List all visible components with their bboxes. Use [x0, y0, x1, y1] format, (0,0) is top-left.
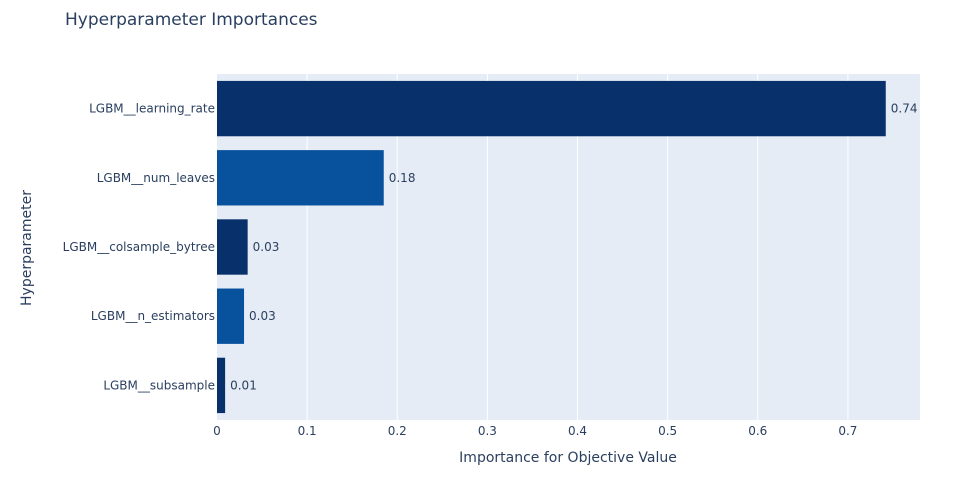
bar: [217, 357, 226, 414]
y-tick-label: LGBM__subsample: [103, 378, 215, 392]
bar-value-label: 0.74: [891, 102, 918, 116]
y-tick-label: LGBM__colsample_bytree: [63, 240, 215, 254]
x-tick-label: 0.5: [658, 424, 677, 438]
bar: [217, 150, 384, 206]
bar: [217, 80, 886, 137]
bar-value-label: 0.18: [389, 171, 416, 185]
bar-value-label: 0.03: [249, 309, 276, 323]
y-tick-label: LGBM__n_estimators: [91, 309, 215, 323]
y-axis-title: Hyperparameter: [19, 190, 35, 306]
x-tick-label: 0.3: [478, 424, 497, 438]
data-labels: 0.74 0.18 0.03 0.03 0.01: [230, 102, 917, 393]
chart-title: Hyperparameter Importances: [65, 10, 318, 30]
y-tick-label: LGBM__num_leaves: [97, 171, 215, 185]
y-tick-labels: LGBM__learning_rate LGBM__num_leaves LGBM_…: [63, 102, 215, 393]
bar-value-label: 0.03: [253, 240, 280, 254]
x-axis-title: Importance for Objective Value: [459, 450, 677, 466]
bars: [217, 80, 886, 414]
x-tick-label: 0: [213, 424, 221, 438]
bar-value-label: 0.01: [230, 378, 257, 392]
bar: [217, 288, 245, 344]
x-tick-label: 0.4: [568, 424, 587, 438]
y-tick-label: LGBM__learning_rate: [89, 102, 215, 116]
x-tick-label: 0.1: [298, 424, 317, 438]
x-tick-label: 0.7: [838, 424, 857, 438]
bar: [217, 219, 248, 275]
x-tick-label: 0.2: [388, 424, 407, 438]
x-tick-label: 0.6: [748, 424, 767, 438]
x-tick-labels: 0 0.1 0.2 0.3 0.4 0.5 0.6 0.7: [213, 424, 857, 438]
